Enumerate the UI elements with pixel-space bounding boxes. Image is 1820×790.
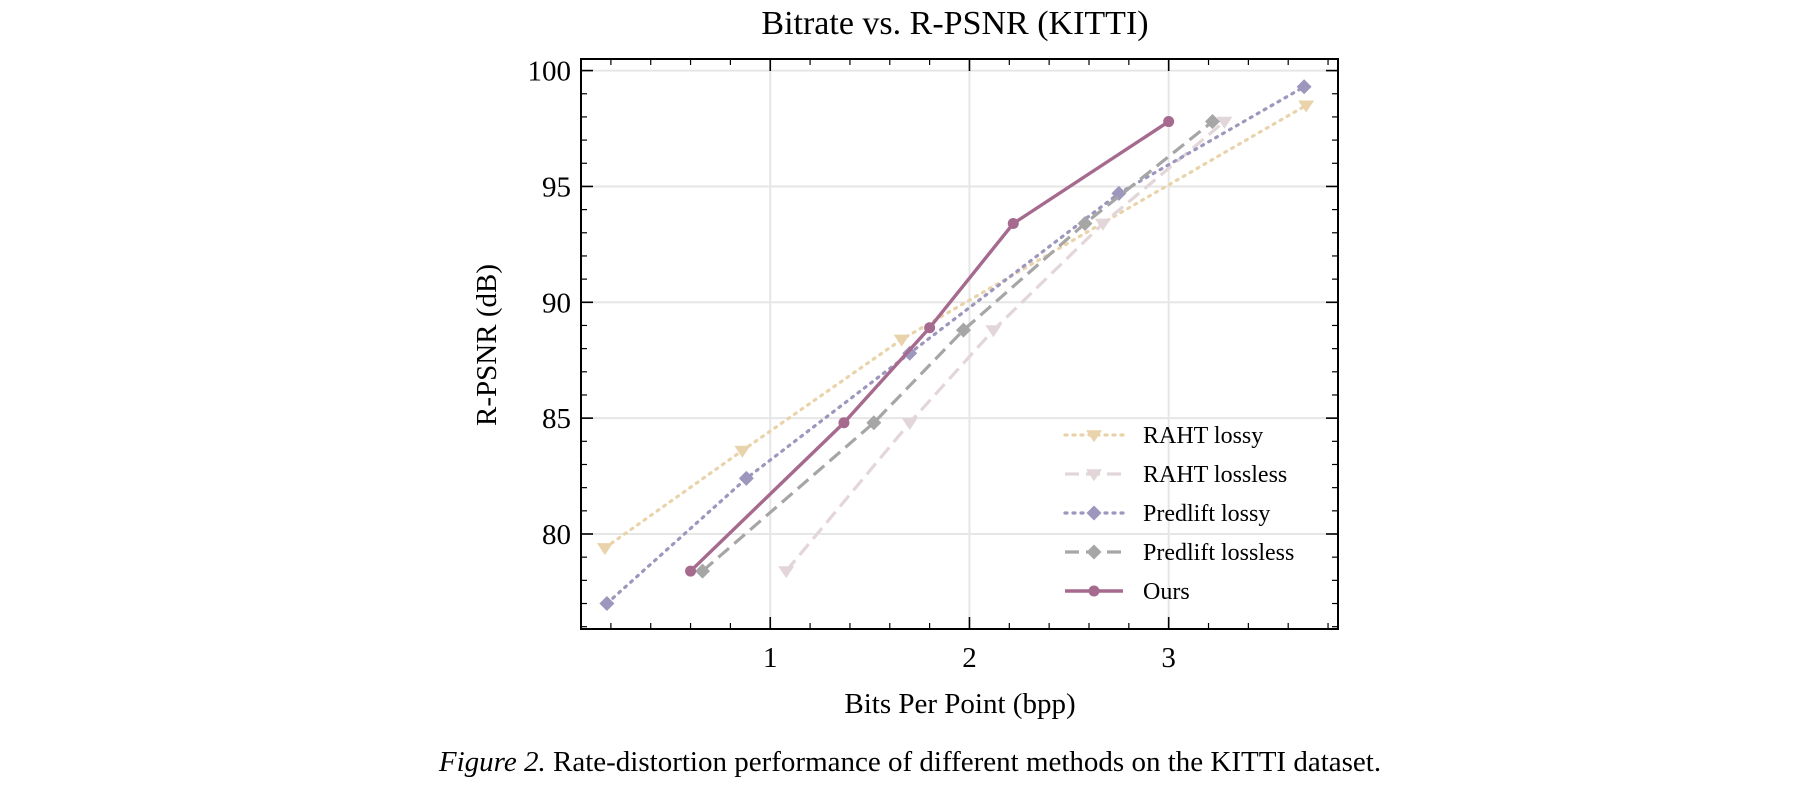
series-line-ours bbox=[689, 120, 1170, 573]
data-point-predlift-lossless bbox=[695, 563, 711, 579]
tick-labels: 1 2 3 80 85 90 95 100 bbox=[528, 56, 1176, 674]
figure-caption: Figure 2. Rate-distortion performance of… bbox=[0, 744, 1820, 780]
legend-item-ours: Ours bbox=[1065, 579, 1190, 605]
data-point-raht-lossless bbox=[985, 325, 1002, 338]
data-point-raht-lossy bbox=[1298, 100, 1315, 113]
data-point-ours bbox=[924, 322, 936, 334]
legend-marker-predlift-lossy bbox=[1086, 505, 1102, 521]
data-point-predlift-lossless bbox=[1204, 114, 1220, 130]
legend-label-predlift-lossless: Predlift lossless bbox=[1143, 540, 1294, 566]
data-point-raht-lossy bbox=[596, 543, 613, 556]
series-line-raht-lossy bbox=[603, 103, 1308, 550]
data-point-ours bbox=[838, 417, 850, 429]
data-point-predlift-lossy bbox=[599, 596, 615, 612]
data-point-raht-lossy bbox=[893, 334, 910, 347]
series-predlift-lossless bbox=[695, 114, 1220, 579]
grid bbox=[581, 59, 1338, 629]
legend: RAHT lossy RAHT lossless Predlift lossy Pre… bbox=[1063, 423, 1294, 605]
series-ours bbox=[685, 116, 1175, 577]
chart-title: Bitrate vs. R-PSNR (KITTI) bbox=[761, 5, 1148, 42]
data-point-ours bbox=[1007, 218, 1019, 230]
caption-text: Rate-distortion performance of different… bbox=[553, 746, 1382, 778]
legend-label-predlift-lossy: Predlift lossy bbox=[1143, 501, 1270, 527]
legend-label-ours: Ours bbox=[1143, 579, 1190, 605]
axis-ticks bbox=[581, 59, 1338, 629]
legend-marker-predlift-lossless bbox=[1086, 544, 1102, 560]
legend-label-raht-lossy: RAHT lossy bbox=[1143, 423, 1263, 449]
data-point-raht-lossless bbox=[1216, 116, 1233, 129]
y-tick-label: 80 bbox=[542, 519, 571, 551]
data-point-predlift-lossless bbox=[866, 415, 882, 431]
x-tick-label: 1 bbox=[763, 642, 778, 674]
legend-item-predlift-lossless: Predlift lossless bbox=[1065, 540, 1294, 566]
y-tick-label: 95 bbox=[542, 171, 571, 203]
y-axis-label: R-PSNR (dB) bbox=[471, 264, 503, 426]
y-tick-label: 85 bbox=[542, 403, 571, 435]
legend-item-raht-lossy: RAHT lossy bbox=[1063, 423, 1263, 449]
y-tick-label: 90 bbox=[542, 287, 571, 319]
legend-marker-ours bbox=[1088, 585, 1100, 597]
x-tick-label: 2 bbox=[962, 642, 977, 674]
data-point-predlift-lossless bbox=[1077, 216, 1093, 232]
legend-label-raht-lossless: RAHT lossless bbox=[1143, 462, 1287, 488]
chart: Bitrate vs. R-PSNR (KITTI) 1 2 3 80 85 90 95 10… bbox=[471, 5, 1339, 720]
data-point-ours bbox=[685, 565, 697, 577]
plot-frame bbox=[580, 58, 1339, 630]
legend-item-predlift-lossy: Predlift lossy bbox=[1063, 501, 1270, 527]
data-point-predlift-lossy bbox=[738, 470, 754, 486]
data-point-predlift-lossy bbox=[1296, 79, 1312, 95]
legend-marker-raht-lossless bbox=[1086, 469, 1102, 482]
legend-marker-raht-lossy bbox=[1086, 430, 1102, 443]
series-raht-lossless bbox=[778, 116, 1233, 579]
data-point-ours bbox=[1163, 116, 1175, 128]
x-axis-label: Bits Per Point (bpp) bbox=[844, 688, 1075, 720]
data-point-raht-lossless bbox=[1094, 218, 1111, 231]
legend-item-raht-lossless: RAHT lossless bbox=[1065, 462, 1287, 488]
caption-label: Figure 2. bbox=[438, 746, 546, 778]
data-point-predlift-lossless bbox=[955, 322, 971, 338]
y-tick-label: 100 bbox=[528, 56, 572, 88]
data-point-raht-lossless bbox=[778, 566, 795, 579]
series-predlift-lossy bbox=[599, 79, 1312, 612]
data-point-raht-lossy bbox=[734, 445, 751, 458]
x-tick-label: 3 bbox=[1161, 642, 1176, 674]
plot-series bbox=[596, 79, 1315, 612]
series-line-predlift-lossless bbox=[701, 120, 1214, 573]
data-point-predlift-lossy bbox=[902, 345, 918, 361]
series-raht-lossy bbox=[596, 100, 1315, 556]
data-point-predlift-lossy bbox=[1111, 185, 1127, 201]
data-point-raht-lossless bbox=[901, 417, 918, 430]
